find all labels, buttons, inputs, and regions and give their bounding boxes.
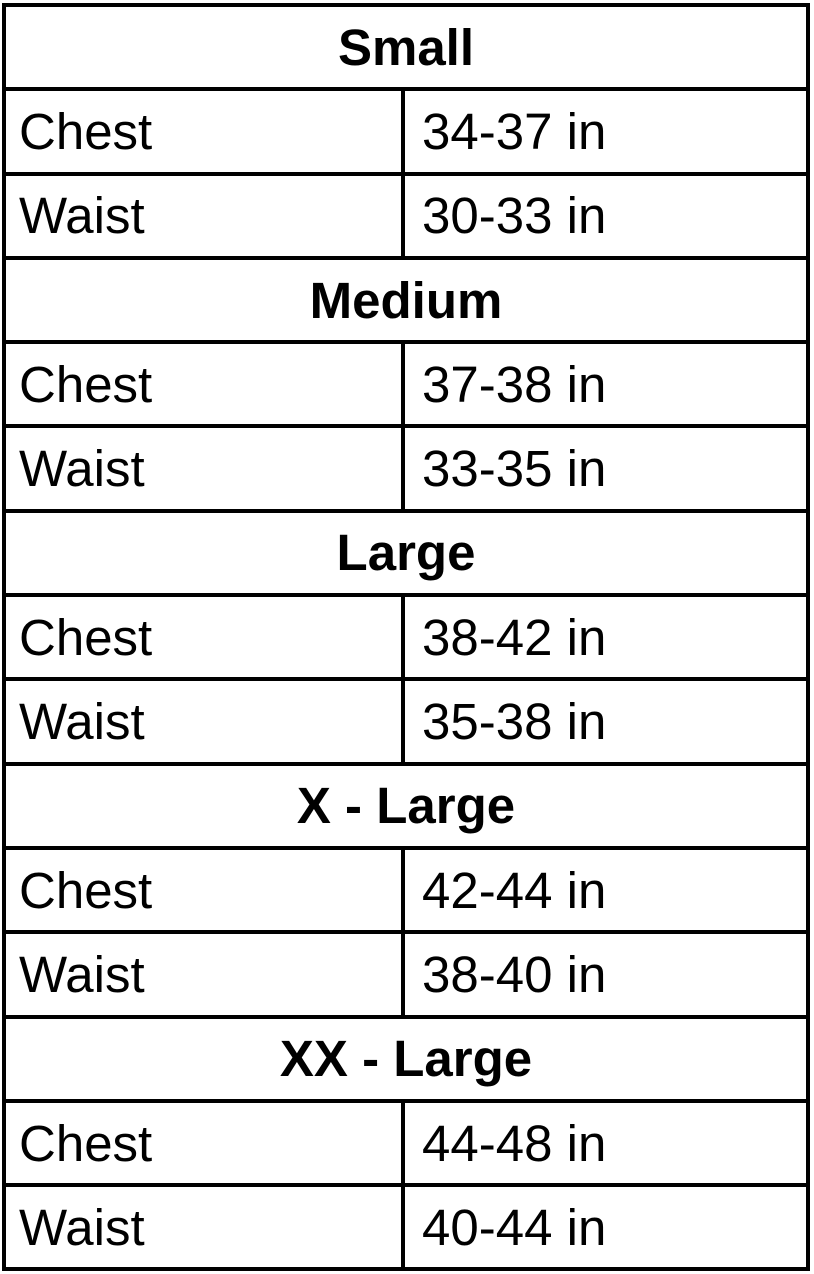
measurement-value-cell: 42-44 in — [401, 849, 806, 931]
size-title: Large — [336, 524, 476, 582]
size-title: Medium — [309, 271, 503, 329]
size-chart-table: Small Chest 34-37 in Waist 30-33 in Medi… — [2, 3, 810, 1272]
measurement-value-cell: 44-48 in — [401, 1102, 806, 1184]
measurement-label-cell: Waist — [6, 176, 401, 256]
measurement-label: Chest — [19, 102, 153, 160]
measurement-value-cell: 37-38 in — [401, 344, 806, 425]
measurement-value: 37-38 in — [422, 355, 607, 413]
size-section-medium: Medium Chest 37-38 in Waist 33-35 in — [6, 255, 806, 509]
measurement-value-cell: 33-35 in — [401, 428, 806, 509]
measurement-value: 38-40 in — [422, 945, 607, 1003]
measurement-label-cell: Waist — [6, 934, 401, 1014]
measurement-label: Waist — [19, 1198, 145, 1256]
measurement-row: Waist 33-35 in — [6, 424, 806, 509]
measurement-label-cell: Waist — [6, 681, 401, 761]
measurement-row: Waist 35-38 in — [6, 677, 806, 762]
size-section-x-large: X - Large Chest 42-44 in Waist 38-40 in — [6, 761, 806, 1015]
size-section-large: Large Chest 38-42 in Waist 35-38 in — [6, 508, 806, 762]
measurement-value-cell: 40-44 in — [401, 1187, 806, 1268]
measurement-row: Waist 38-40 in — [6, 930, 806, 1015]
measurement-row: Chest 38-42 in — [6, 593, 806, 678]
measurement-row: Waist 40-44 in — [6, 1183, 806, 1268]
measurement-value: 30-33 in — [422, 187, 607, 245]
measurement-label-cell: Chest — [6, 344, 401, 424]
measurement-label: Waist — [19, 693, 145, 751]
measurement-value-cell: 35-38 in — [401, 681, 806, 762]
size-section-xx-large: XX - Large Chest 44-48 in Waist 40-44 in — [6, 1014, 806, 1268]
measurement-value-cell: 34-37 in — [401, 91, 806, 172]
measurement-value: 42-44 in — [422, 861, 607, 919]
measurement-label: Chest — [19, 355, 153, 413]
size-section-small: Small Chest 34-37 in Waist 30-33 in — [6, 7, 806, 256]
measurement-label: Waist — [19, 440, 145, 498]
measurement-value: 40-44 in — [422, 1198, 607, 1256]
measurement-label-cell: Chest — [6, 1103, 401, 1183]
measurement-label-cell: Chest — [6, 850, 401, 930]
measurement-label: Waist — [19, 945, 145, 1003]
measurement-value-cell: 30-33 in — [401, 175, 806, 256]
measurement-label: Chest — [19, 608, 153, 666]
measurement-row: Chest 42-44 in — [6, 845, 806, 931]
size-section-header: Medium — [6, 255, 806, 340]
size-section-header: XX - Large — [6, 1014, 806, 1099]
measurement-row: Waist 30-33 in — [6, 171, 806, 256]
measurement-value: 35-38 in — [422, 693, 607, 751]
measurement-label: Chest — [19, 1114, 153, 1172]
measurement-value: 33-35 in — [422, 440, 607, 498]
measurement-label: Chest — [19, 861, 153, 919]
size-title: Small — [337, 18, 475, 76]
size-title: XX - Large — [279, 1030, 533, 1088]
measurement-label-cell: Waist — [6, 428, 401, 508]
measurement-label-cell: Waist — [6, 1187, 401, 1267]
measurement-row: Chest 34-37 in — [6, 87, 806, 172]
measurement-value-cell: 38-42 in — [401, 597, 806, 678]
size-section-header: Small — [6, 7, 806, 87]
measurement-value-cell: 38-40 in — [401, 934, 806, 1015]
size-title: X - Large — [296, 777, 516, 835]
measurement-value: 38-42 in — [422, 608, 607, 666]
measurement-row: Chest 37-38 in — [6, 340, 806, 425]
measurement-label-cell: Chest — [6, 91, 401, 171]
size-section-header: Large — [6, 508, 806, 593]
measurement-row: Chest 44-48 in — [6, 1098, 806, 1184]
measurement-value: 34-37 in — [422, 102, 607, 160]
size-section-header: X - Large — [6, 761, 806, 846]
measurement-label-cell: Chest — [6, 597, 401, 677]
measurement-value: 44-48 in — [422, 1114, 607, 1172]
measurement-label: Waist — [19, 187, 145, 245]
